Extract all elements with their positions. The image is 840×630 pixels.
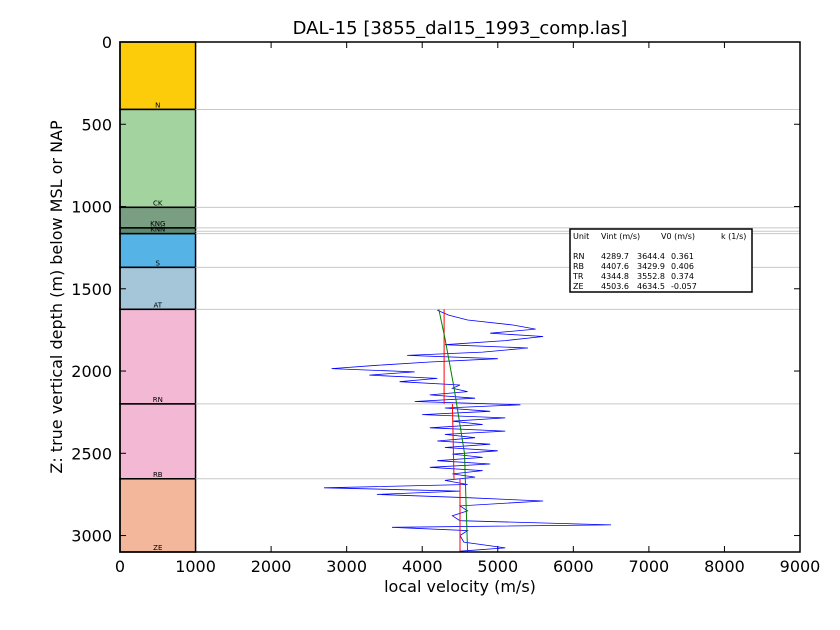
- unit-band: [119, 403, 197, 480]
- x-tick-label: 3000: [326, 557, 367, 576]
- unit-band: [119, 108, 197, 209]
- unit-label: RB: [153, 471, 163, 479]
- legend-row-vint: 4289.7: [601, 252, 629, 261]
- x-tick-label: 6000: [553, 557, 594, 576]
- legend-header-k: k (1/s): [721, 232, 746, 241]
- unit-label: KNG: [150, 220, 165, 228]
- legend-row-v0: 4634.5: [637, 282, 665, 291]
- legend-row-v0: 3644.4: [637, 252, 665, 261]
- y-tick-label: 3000: [71, 527, 112, 546]
- trend-line: [451, 403, 455, 479]
- legend-row-k: 0.361: [671, 252, 694, 261]
- unit-label: RN: [153, 396, 163, 404]
- legend-header-unit: Unit: [573, 232, 589, 241]
- x-tick-label: 7000: [629, 557, 670, 576]
- y-tick-label: 500: [81, 115, 112, 134]
- legend-row-vint: 4344.8: [601, 272, 629, 281]
- unit-label: CK: [153, 199, 163, 207]
- x-tick-label: 0: [115, 557, 125, 576]
- trend-line: [438, 309, 469, 553]
- unit-label: N: [155, 101, 160, 109]
- chart-title: DAL-15 [3855_dal15_1993_comp.las]: [293, 18, 628, 39]
- legend-row-v0: 3429.9: [637, 262, 665, 271]
- legend-row-k: 0.406: [671, 262, 694, 271]
- legend-row-unit: RN: [573, 252, 585, 261]
- legend-row-unit: RB: [573, 262, 584, 271]
- unit-band: [119, 41, 197, 111]
- legend-row-vint: 4503.6: [601, 282, 629, 291]
- x-tick-label: 9000: [780, 557, 821, 576]
- legend-row-unit: TR: [572, 272, 584, 281]
- unit-label: S: [156, 259, 161, 267]
- legend-header-v0: V0 (m/s): [661, 232, 695, 241]
- y-tick-label: 0: [102, 33, 112, 52]
- y-axis-label: Z: true vertical depth (m) below MSL or …: [47, 120, 66, 474]
- velocity-table-legend: Unit Vint (m/s) V0 (m/s) k (1/s) RN 4289…: [569, 228, 753, 293]
- legend-box: [569, 228, 753, 293]
- x-tick-label: 4000: [402, 557, 443, 576]
- x-axis-label: local velocity (m/s): [384, 577, 536, 596]
- y-tick-label: 1500: [71, 280, 112, 299]
- legend-row-vint: 4407.6: [601, 262, 629, 271]
- x-tick-label: 1000: [175, 557, 216, 576]
- unit-label: AT: [154, 301, 163, 309]
- legend-row-v0: 3552.8: [637, 272, 665, 281]
- unit-label: KNN: [150, 226, 165, 234]
- plot-frame-rect: [119, 41, 801, 553]
- legend-row-k: -0.057: [671, 282, 697, 291]
- legend-row-k: 0.374: [671, 272, 694, 281]
- data-series: [323, 309, 612, 553]
- x-tick-label: 8000: [704, 557, 745, 576]
- unit-band: [119, 308, 197, 405]
- unit-label: ZE: [153, 544, 162, 552]
- legend-row-unit: ZE: [573, 282, 584, 291]
- x-tick-label: 2000: [251, 557, 292, 576]
- boundary-lines: [195, 108, 800, 480]
- y-tick-label: 1000: [71, 198, 112, 217]
- plot-frame: [119, 41, 801, 553]
- x-tick-label: 5000: [477, 557, 518, 576]
- y-tick-label: 2000: [71, 362, 112, 381]
- legend-header-vint: Vint (m/s): [601, 232, 640, 241]
- velocity-log-line: [323, 309, 612, 552]
- unit-band: [119, 232, 197, 269]
- unit-band: [119, 478, 197, 553]
- y-tick-label: 2500: [71, 444, 112, 463]
- axis-ticks: 0 1000 2000 3000 4000 5000 6000 7000 8000 9000 0 50…: [71, 33, 820, 576]
